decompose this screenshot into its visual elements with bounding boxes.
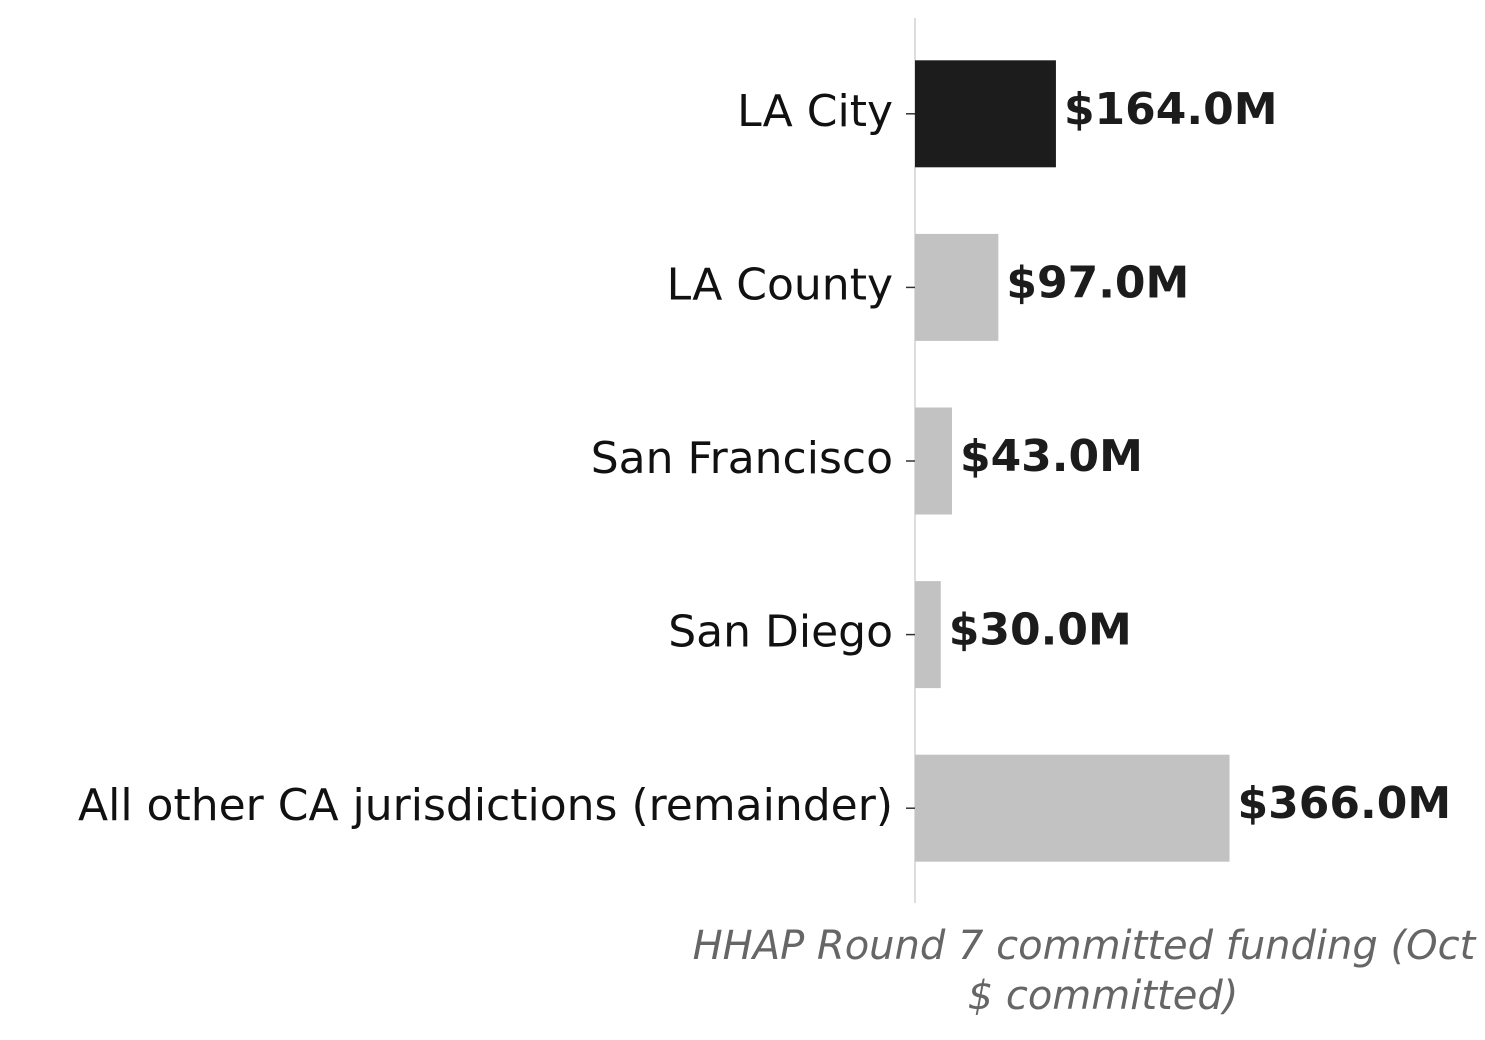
y-tick-label: San Diego [668, 607, 893, 658]
value-label: $97.0M [1006, 257, 1189, 308]
x-axis-label: HHAP Round 7 committed funding (Oct 2 [693, 923, 1485, 969]
y-tick-label: All other CA jurisdictions (remainder) [78, 780, 893, 831]
bar [915, 754, 1230, 862]
value-label: $366.0M [1238, 778, 1452, 829]
y-tick-label: LA City [737, 86, 893, 137]
bar [915, 407, 952, 515]
value-label: $43.0M [960, 431, 1143, 482]
y-tick-label: LA County [667, 259, 893, 310]
y-tick-label: San Francisco [591, 433, 893, 484]
bar [915, 233, 999, 341]
bar [915, 581, 941, 689]
value-label: $30.0M [949, 605, 1132, 656]
bar [915, 60, 1056, 168]
x-axis-label: $ committed) [968, 973, 1239, 1019]
value-label: $164.0M [1064, 84, 1278, 135]
